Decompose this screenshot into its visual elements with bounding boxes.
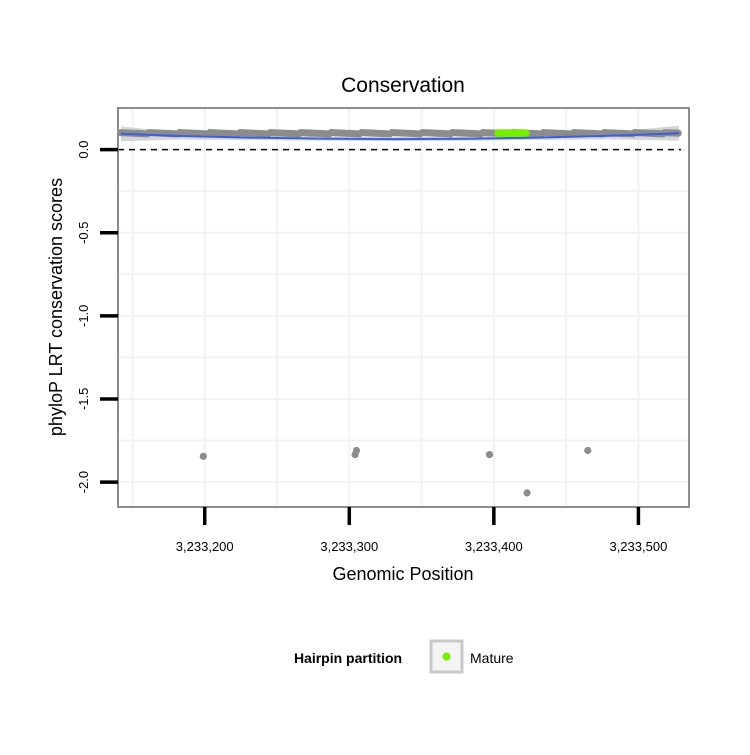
x-tick-label: 3,233,500	[609, 539, 667, 554]
outlier-point	[523, 489, 531, 497]
smooth-line	[120, 132, 679, 141]
plot-area: 3,233,200 3,233,300 3,233,400 3,233,500 0.0 -…	[76, 107, 690, 554]
outlier-point	[352, 446, 361, 455]
legend-key-mature-dot	[442, 652, 451, 661]
plot-panel-border	[117, 107, 690, 508]
mature-points	[494, 129, 530, 138]
legend-title: Hairpin partition	[294, 650, 402, 666]
mature-point	[521, 129, 530, 138]
y-tick-label: -0.5	[76, 221, 91, 243]
chart-title: Conservation	[341, 74, 465, 97]
outlier-point	[584, 446, 592, 455]
legend-label-mature: Mature	[470, 650, 514, 666]
x-tick-label: 3,233,400	[465, 539, 523, 554]
y-axis-label: phyloP LRT conservation scores	[46, 178, 66, 436]
legend: Hairpin partition Mature	[294, 639, 514, 674]
y-tick-label: -2.0	[76, 471, 91, 493]
outlier-point	[485, 451, 494, 459]
plot-panel-background	[118, 108, 689, 507]
y-tick-label: -1.5	[76, 388, 91, 410]
y-tick-label: -1.0	[76, 305, 91, 327]
x-tick-label: 3,233,200	[176, 539, 234, 554]
y-tick-label: 0.0	[76, 141, 91, 159]
x-tick-label: 3,233,300	[320, 539, 378, 554]
x-axis-label: Genomic Position	[332, 564, 473, 584]
outlier-point	[199, 452, 207, 460]
